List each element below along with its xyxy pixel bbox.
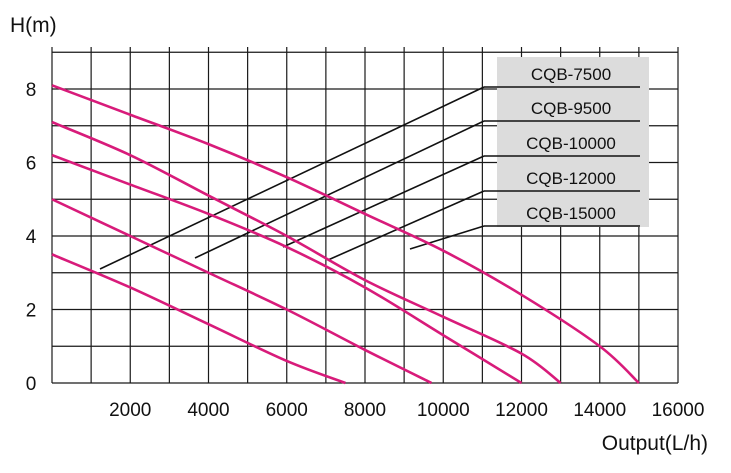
legend-entry: CQB-15000 [526, 204, 616, 223]
y-tick-label: 6 [26, 154, 37, 175]
legend-box [497, 57, 649, 227]
legend-leader-line [194, 120, 485, 259]
series-lines [51, 84, 640, 385]
legend-entry: CQB-7500 [531, 65, 611, 84]
y-tick-label: 0 [26, 374, 37, 395]
y-tick-label: 8 [26, 80, 37, 101]
legend-leader-line [409, 225, 485, 250]
series-line [51, 253, 346, 385]
legend-leader-line [327, 190, 485, 261]
series-line [51, 120, 562, 385]
x-axis-label: Output(L/h) [602, 432, 708, 455]
legend-leader-line [99, 86, 485, 270]
legend: CQB-7500 CQB-9500 CQB-10000 CQB-12000 CQB-15… [526, 65, 616, 223]
x-tick-label: 12000 [495, 400, 548, 421]
x-tick-label: 4000 [187, 400, 229, 421]
x-tick-label: 8000 [344, 400, 386, 421]
legend-leader-line [282, 155, 485, 248]
x-tick-label: 14000 [573, 400, 626, 421]
series-line [51, 198, 433, 385]
legend-leader-lines [99, 86, 640, 270]
x-tick-label: 6000 [266, 400, 308, 421]
legend-entry: CQB-12000 [526, 169, 616, 188]
y-axis-label: H(m) [10, 14, 57, 37]
series-line [51, 84, 640, 384]
legend-entry: CQB-9500 [531, 99, 611, 118]
legend-entry: CQB-10000 [526, 134, 616, 153]
x-tick-label: 10000 [417, 400, 470, 421]
x-tick-label: 16000 [652, 400, 705, 421]
y-tick-label: 2 [26, 301, 37, 322]
x-tick-label: 2000 [109, 400, 151, 421]
tick-labels: 2000 4000 6000 8000 10000 12000 14000 16000 0 2 4 6… [26, 80, 705, 421]
y-tick-label: 4 [26, 227, 37, 248]
series-line [51, 153, 523, 385]
